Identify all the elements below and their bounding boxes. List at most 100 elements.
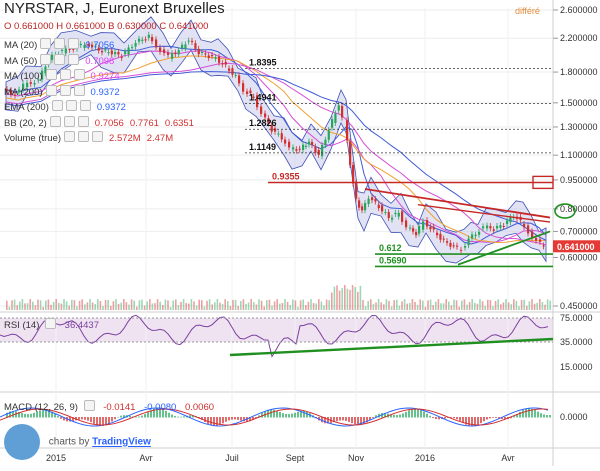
volume-bar xyxy=(466,304,468,310)
indicator-row[interactable]: MA (50) 0.7098 xyxy=(4,53,115,67)
indicator-close-icon[interactable] xyxy=(79,100,91,111)
candle-body xyxy=(364,203,367,211)
macd-histogram-bar xyxy=(171,414,173,418)
volume-bar xyxy=(130,299,133,310)
macd-histogram-bar xyxy=(471,417,473,427)
indicator-visibility-icon[interactable] xyxy=(45,69,57,80)
indicator-settings-icon[interactable] xyxy=(59,84,71,96)
volume-bar xyxy=(333,286,336,310)
indicator-settings-icon[interactable] xyxy=(78,131,90,142)
indicator-visibility-icon[interactable] xyxy=(49,115,61,127)
macd-histogram-bar xyxy=(495,417,497,418)
macd-histogram-bar xyxy=(276,410,278,418)
macd-histogram-bar xyxy=(345,417,347,421)
indicator-close-icon[interactable] xyxy=(92,131,104,142)
volume-bar xyxy=(396,299,398,310)
indicator-row[interactable]: MA (200) 0.9372 xyxy=(4,84,120,98)
macd-settings-icon[interactable] xyxy=(83,400,95,411)
candle-body xyxy=(277,133,280,135)
candle-body xyxy=(418,225,421,234)
volume-bar xyxy=(19,301,21,310)
volume-bar xyxy=(468,302,471,310)
macd-histogram-bar xyxy=(426,413,428,418)
volume-bar xyxy=(393,300,395,310)
macd-histogram-bar xyxy=(120,415,122,418)
indicator-row[interactable]: MA (20) 0.7056 xyxy=(4,38,114,51)
tradingview-branding[interactable]: charts by TradingView xyxy=(4,424,151,460)
volume-bar xyxy=(455,300,458,310)
macd-legend: MACD (12, 26, 9) -0.0141 -0.0080 0.0060 xyxy=(4,400,214,413)
price-tick-label: 0.950000 xyxy=(560,175,598,185)
candle-body xyxy=(18,89,21,93)
indicator-value: 0.7098 xyxy=(85,55,115,67)
candle-body xyxy=(191,40,194,43)
annotation-label: 0.9355 xyxy=(272,171,300,181)
macd-histogram-bar xyxy=(222,417,224,424)
macd-histogram-bar xyxy=(72,417,74,422)
indicator-row[interactable]: Volume (true) 2.572M 2.47M xyxy=(4,131,173,144)
candle-body xyxy=(238,75,241,84)
volume-bar xyxy=(162,305,164,310)
indicator-close-icon[interactable] xyxy=(77,115,89,127)
candle-body xyxy=(44,66,47,74)
indicator-visibility-icon[interactable] xyxy=(51,100,63,111)
volume-bar xyxy=(227,301,229,310)
annotation-label: 0.612 xyxy=(379,243,402,253)
price-tick-label: 0.700000 xyxy=(560,226,598,236)
candle-body xyxy=(502,225,505,227)
volume-bar xyxy=(359,285,362,310)
indicator-row[interactable]: BB (20, 2) 0.7056 0.7761 0.6351 xyxy=(4,115,194,129)
macd-histogram-bar xyxy=(549,414,551,418)
macd-histogram-bar xyxy=(216,417,218,426)
time-tick-label: Avr xyxy=(501,453,514,463)
indicator-visibility-icon[interactable] xyxy=(45,84,57,96)
volume-bar xyxy=(518,306,520,310)
rsi-value: 36.4437 xyxy=(64,320,99,331)
indicator-row[interactable]: EMA (200) 0.9372 xyxy=(4,100,126,113)
brand-link[interactable]: TradingView xyxy=(92,436,151,448)
macd-histogram-bar xyxy=(288,414,290,418)
candle-body xyxy=(221,63,224,65)
indicator-close-icon[interactable] xyxy=(68,38,80,49)
indicator-close-icon[interactable] xyxy=(68,53,80,65)
candle-body xyxy=(334,113,337,123)
volume-bar xyxy=(185,303,187,310)
candle-body xyxy=(110,50,113,55)
volume-bar xyxy=(123,299,125,310)
candle-body xyxy=(107,52,110,54)
ma-200-line xyxy=(5,62,547,246)
volume-bar xyxy=(234,299,237,310)
indicator-visibility-icon[interactable] xyxy=(40,38,52,49)
macd-histogram-bar xyxy=(393,414,395,418)
indicator-settings-icon[interactable] xyxy=(54,53,66,65)
indicator-settings-icon[interactable] xyxy=(63,115,75,127)
indicator-settings-icon[interactable] xyxy=(54,38,66,49)
indicator-visibility-icon[interactable] xyxy=(64,131,76,142)
indicator-settings-icon[interactable] xyxy=(65,100,77,111)
volume-bar xyxy=(120,302,122,310)
volume-bar xyxy=(489,300,492,310)
volume-bar xyxy=(128,304,130,310)
volume-bar xyxy=(60,303,63,310)
macd-histogram-bar xyxy=(285,413,287,418)
macd-histogram-bar xyxy=(390,414,392,418)
candle-body xyxy=(467,238,470,246)
macd-histogram-bar xyxy=(279,412,281,418)
volume-bar xyxy=(427,300,429,310)
indicator-close-icon[interactable] xyxy=(73,84,85,96)
volume-bar xyxy=(133,300,135,310)
indicator-row[interactable]: MA (100) 0.9274 xyxy=(4,69,120,82)
indicator-settings-icon[interactable] xyxy=(59,69,71,80)
volume-bar xyxy=(268,299,271,310)
macd-histogram-bar xyxy=(273,409,275,418)
price-tick-label: 0.800000 xyxy=(560,204,598,214)
indicator-close-icon[interactable] xyxy=(73,69,85,80)
rsi-settings-icon[interactable] xyxy=(45,318,57,329)
volume-bar xyxy=(76,306,78,310)
indicator-visibility-icon[interactable] xyxy=(40,53,52,65)
macd-histogram-bar xyxy=(39,410,41,418)
volume-bar xyxy=(385,299,388,310)
volume-bar xyxy=(214,302,216,310)
volume-bar xyxy=(372,304,375,310)
